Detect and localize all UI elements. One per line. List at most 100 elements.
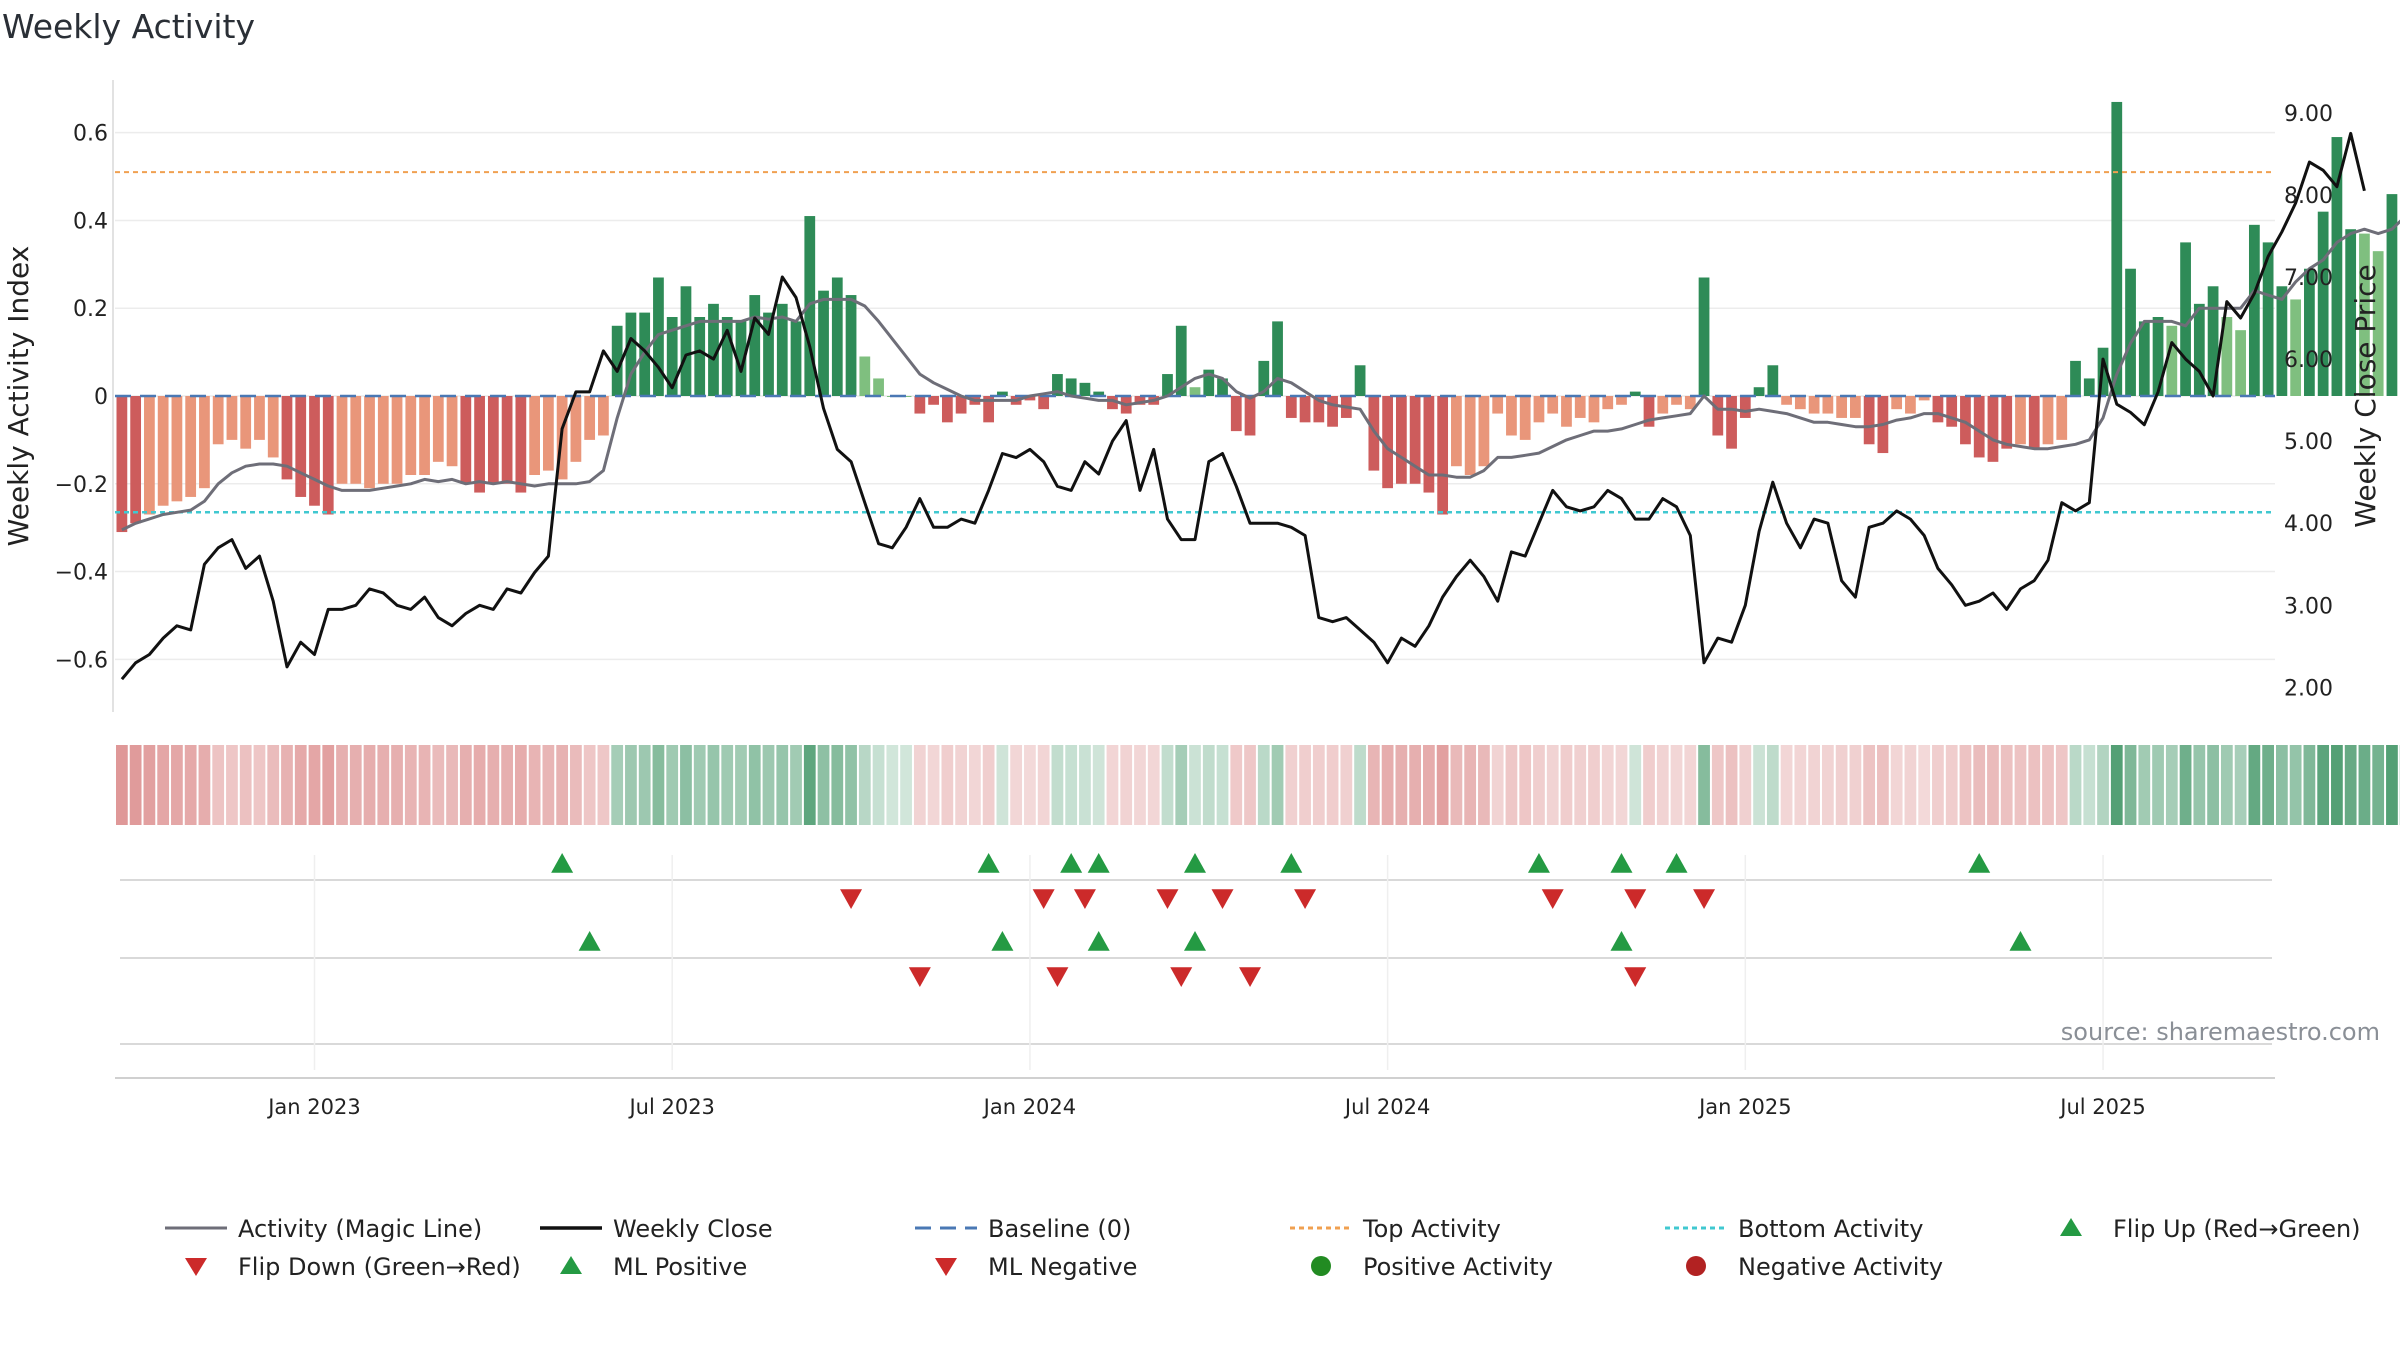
activity-bar bbox=[1712, 396, 1724, 436]
heat-cell bbox=[2069, 745, 2082, 825]
heat-cell bbox=[1973, 745, 1986, 825]
activity-bar bbox=[666, 317, 678, 396]
y-axis-left-label: Weekly Activity Index bbox=[2, 246, 35, 547]
heat-cell bbox=[1051, 745, 1064, 825]
heat-cell bbox=[1202, 745, 1215, 825]
activity-bar bbox=[185, 396, 197, 497]
heat-cell bbox=[129, 745, 142, 825]
activity-bar bbox=[2235, 330, 2246, 396]
activity-bar bbox=[997, 391, 1008, 396]
heat-cell bbox=[2083, 745, 2096, 825]
flip-up-marker bbox=[1184, 853, 1206, 873]
heat-cell bbox=[1725, 745, 1738, 825]
activity-bar bbox=[2056, 396, 2068, 440]
heat-cell bbox=[1932, 745, 1944, 825]
activity-bar bbox=[1437, 396, 1449, 515]
heat-cell bbox=[556, 745, 569, 825]
heat-cell bbox=[212, 745, 225, 825]
heat-cell bbox=[2165, 745, 2178, 825]
magic-line-series bbox=[121, 219, 2400, 532]
activity-bar bbox=[721, 317, 733, 396]
heat-cell bbox=[776, 745, 789, 825]
heat-cell bbox=[1821, 745, 1834, 825]
series-lines bbox=[120, 131, 2400, 681]
activity-bar bbox=[2083, 378, 2095, 396]
activity-bar bbox=[1891, 396, 1903, 410]
activity-bar bbox=[1162, 374, 1173, 396]
activity-bar bbox=[2193, 303, 2205, 396]
heat-cell bbox=[1863, 745, 1876, 825]
activity-bar bbox=[1616, 396, 1627, 405]
legend-label: Baseline (0) bbox=[988, 1215, 1131, 1243]
activity-bar bbox=[1451, 396, 1462, 467]
heat-cell bbox=[1037, 745, 1050, 825]
activity-bar bbox=[2262, 242, 2274, 396]
activity-bar bbox=[1327, 396, 1338, 427]
activity-bar bbox=[1753, 387, 1765, 396]
activity-bar bbox=[2125, 268, 2136, 396]
legend-label: Weekly Close bbox=[613, 1215, 773, 1243]
legend-label: ML Positive bbox=[613, 1253, 747, 1281]
activity-bar bbox=[130, 396, 142, 524]
heat-cell bbox=[501, 745, 513, 825]
ml-positive-marker bbox=[578, 931, 601, 951]
ml-negative-marker bbox=[1624, 967, 1647, 987]
legend-label: Activity (Magic Line) bbox=[238, 1215, 482, 1243]
heat-cell bbox=[845, 745, 857, 825]
heat-cell bbox=[1381, 745, 1394, 825]
heat-cell bbox=[996, 745, 1009, 825]
y-tick-left-label: 0.2 bbox=[73, 297, 108, 322]
heat-cell bbox=[2138, 745, 2151, 825]
heat-cell bbox=[2262, 745, 2274, 825]
x-axis-gridlines bbox=[313, 855, 2104, 1070]
legend-swatch-triangle-up bbox=[560, 1256, 582, 1274]
heat-cell bbox=[1918, 745, 1931, 825]
activity-bar bbox=[2166, 325, 2178, 396]
heat-cell bbox=[2110, 745, 2123, 825]
heat-cell bbox=[1684, 745, 1697, 825]
activity-bar bbox=[474, 396, 485, 493]
heat-cell bbox=[1711, 745, 1724, 825]
activity-bar bbox=[1767, 365, 1779, 396]
activity-bar bbox=[1052, 374, 1063, 396]
activity-bar bbox=[2304, 268, 2315, 396]
activity-bar bbox=[171, 396, 183, 502]
activity-bar bbox=[845, 295, 857, 396]
heat-cell bbox=[597, 745, 610, 825]
activity-bar bbox=[295, 396, 307, 497]
activity-bar bbox=[1478, 396, 1490, 467]
activity-bar bbox=[873, 378, 884, 396]
heat-cell bbox=[2014, 745, 2027, 825]
heat-cell bbox=[2028, 745, 2041, 825]
heat-cell bbox=[473, 745, 486, 825]
activity-bar bbox=[955, 396, 967, 414]
activity-bar bbox=[2317, 211, 2329, 396]
activity-bar bbox=[2042, 396, 2054, 445]
legend-swatch-dot bbox=[1311, 1256, 1331, 1276]
activity-bar bbox=[144, 396, 155, 515]
x-tick-label: Jul 2025 bbox=[2058, 1095, 2145, 1119]
activity-bar bbox=[2152, 317, 2164, 396]
heat-cell bbox=[1739, 745, 1752, 825]
activity-bar bbox=[1781, 396, 1792, 405]
heat-cell bbox=[432, 745, 445, 825]
activity-bar bbox=[1065, 378, 1077, 396]
signal-markers bbox=[551, 853, 2032, 987]
ml-positive-marker bbox=[1184, 931, 1206, 951]
activity-bar bbox=[515, 396, 527, 493]
activity-bar bbox=[1739, 396, 1751, 418]
heat-cell bbox=[735, 745, 747, 825]
activity-bars bbox=[116, 101, 2398, 533]
activity-bar bbox=[2207, 286, 2219, 396]
flip-up-marker bbox=[1610, 853, 1633, 873]
activity-bar bbox=[1863, 396, 1875, 445]
activity-bar bbox=[1574, 396, 1586, 418]
legend-swatch-triangle-up bbox=[2060, 1218, 2082, 1236]
y-tick-left-label: 0 bbox=[94, 385, 108, 410]
heat-cell bbox=[1629, 745, 1642, 825]
legend-label: Bottom Activity bbox=[1738, 1215, 1923, 1243]
heat-cell bbox=[1285, 745, 1298, 825]
activity-bar bbox=[1258, 360, 1270, 396]
heat-cell bbox=[2042, 745, 2054, 825]
